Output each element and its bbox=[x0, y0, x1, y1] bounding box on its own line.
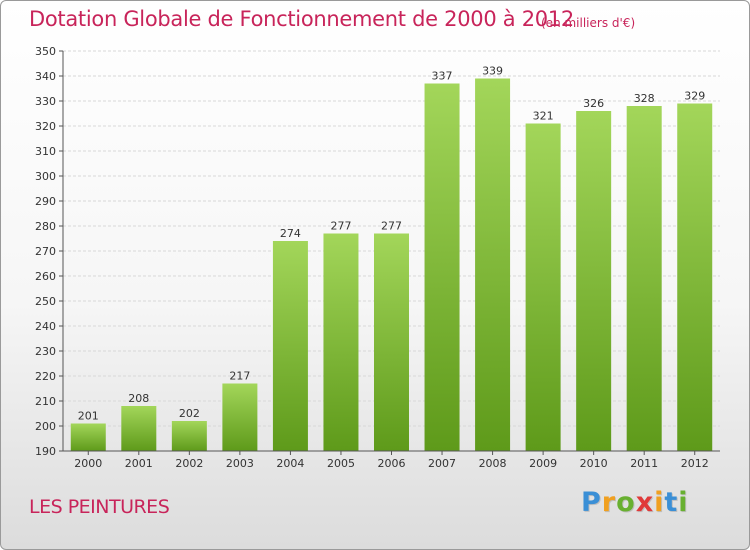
chart-title: Dotation Globale de Fonctionnement de 20… bbox=[29, 7, 574, 31]
bar-2000 bbox=[70, 423, 106, 451]
x-tick-label: 2005 bbox=[327, 457, 355, 470]
data-label-2007: 337 bbox=[432, 70, 453, 83]
y-tick-label: 340 bbox=[35, 70, 56, 83]
y-tick-label: 300 bbox=[35, 170, 56, 183]
y-tick-label: 330 bbox=[35, 95, 56, 108]
x-tick-label: 2008 bbox=[479, 457, 507, 470]
y-tick-label: 210 bbox=[35, 395, 56, 408]
bar-2007 bbox=[424, 83, 460, 451]
logo-letter: t bbox=[664, 487, 679, 518]
x-axis: 2000 2001 2002 2003 2004 2005 2006 2007 2008 2009… bbox=[63, 450, 720, 470]
bar-2002 bbox=[171, 421, 207, 451]
data-label-2002: 202 bbox=[179, 407, 200, 420]
y-tick-label: 350 bbox=[35, 45, 56, 58]
bars bbox=[70, 78, 713, 451]
logo-letter: i bbox=[678, 487, 689, 518]
bar-2011 bbox=[626, 106, 662, 451]
y-tick-label: 310 bbox=[35, 145, 56, 158]
data-labels: 201 208 202 217 274 277 277 337 339 321 326 328 329 bbox=[78, 65, 705, 423]
data-label-2012: 329 bbox=[684, 90, 705, 103]
bar-2008 bbox=[475, 78, 511, 451]
data-label-2001: 208 bbox=[128, 392, 149, 405]
chart-unit: (en milliers d'€) bbox=[541, 16, 636, 30]
y-tick-label: 280 bbox=[35, 220, 56, 233]
bar-2005 bbox=[323, 233, 359, 451]
y-axis: 190 200 210 220 230 240 250 260 270 280 290 300 310 3… bbox=[35, 45, 64, 458]
y-tick-label: 260 bbox=[35, 270, 56, 283]
y-tick-label: 240 bbox=[35, 320, 56, 333]
data-label-2011: 328 bbox=[634, 92, 655, 105]
y-tick-label: 200 bbox=[35, 420, 56, 433]
x-tick-label: 2009 bbox=[529, 457, 557, 470]
logo-letter: r bbox=[601, 487, 617, 518]
bar-2003 bbox=[222, 383, 258, 451]
proxiti-logo: Proxiti bbox=[581, 487, 689, 518]
x-tick-label: 2007 bbox=[428, 457, 456, 470]
x-tick-label: 2010 bbox=[580, 457, 608, 470]
data-label-2006: 277 bbox=[381, 220, 402, 233]
bar-2010 bbox=[576, 111, 612, 451]
x-tick-label: 2004 bbox=[276, 457, 304, 470]
y-tick-label: 190 bbox=[35, 445, 56, 458]
logo-letter: i bbox=[654, 487, 665, 518]
bar-2001 bbox=[121, 406, 157, 451]
bar-2009 bbox=[525, 123, 561, 451]
data-label-2003: 217 bbox=[229, 370, 250, 383]
x-tick-label: 2006 bbox=[378, 457, 406, 470]
x-tick-label: 2000 bbox=[74, 457, 102, 470]
y-tick-label: 250 bbox=[35, 295, 56, 308]
logo-letter: o bbox=[616, 487, 636, 518]
y-tick-label: 270 bbox=[35, 245, 56, 258]
y-tick-label: 230 bbox=[35, 345, 56, 358]
commune-name: LES PEINTURES bbox=[29, 496, 170, 518]
data-label-2009: 321 bbox=[533, 110, 554, 123]
y-tick-label: 220 bbox=[35, 370, 56, 383]
x-tick-label: 2002 bbox=[175, 457, 203, 470]
data-label-2000: 201 bbox=[78, 410, 99, 423]
data-label-2005: 277 bbox=[330, 220, 351, 233]
data-label-2004: 274 bbox=[280, 227, 301, 240]
y-tick-label: 290 bbox=[35, 195, 56, 208]
logo-letter: P bbox=[581, 487, 602, 518]
y-tick-label: 320 bbox=[35, 120, 56, 133]
bar-2012 bbox=[677, 103, 713, 451]
x-tick-label: 2003 bbox=[226, 457, 254, 470]
bar-2004 bbox=[272, 241, 308, 451]
bar-2006 bbox=[374, 233, 409, 451]
data-label-2008: 339 bbox=[482, 65, 503, 78]
logo-letter: x bbox=[635, 487, 655, 518]
x-tick-label: 2011 bbox=[630, 457, 658, 470]
x-tick-label: 2012 bbox=[681, 457, 709, 470]
x-tick-label: 2001 bbox=[125, 457, 153, 470]
data-label-2010: 326 bbox=[583, 97, 604, 110]
